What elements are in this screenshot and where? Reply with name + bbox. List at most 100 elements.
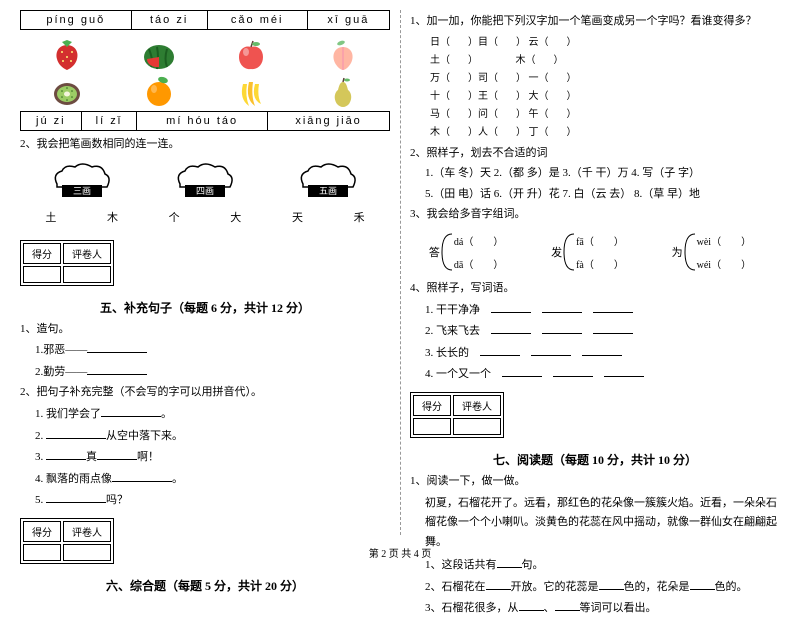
q1-row: 土（ ） 木（ ）	[430, 52, 780, 70]
score-label: 得分	[23, 243, 61, 264]
blank[interactable]	[593, 301, 633, 313]
pinyin-cell: cǎo méi	[207, 11, 307, 30]
label: 色的。	[715, 581, 748, 593]
blank[interactable]	[491, 301, 531, 313]
grader-label: 评卷人	[453, 395, 501, 416]
pinyin-cell: xiāng jiāo	[268, 112, 390, 131]
q5-1a: 1.邪恶——	[35, 341, 390, 360]
score-box: 得分评卷人	[20, 240, 114, 286]
r-q2-2: 5.（田 电）话 6.（开 升）花 7. 白（云 去） 8.（草 早）地	[425, 186, 780, 204]
pinyin-table-bottom: jú zi lí zǐ mí hóu táo xiāng jiāo	[20, 111, 390, 131]
blank[interactable]	[599, 578, 624, 590]
bracket-icon	[683, 232, 697, 272]
r-q4-3: 3. 长长的	[425, 344, 780, 363]
label: 、	[544, 602, 555, 614]
q7-q3: 3、石榴花很多，从 、 等词可以看出。	[425, 599, 780, 618]
blank[interactable]	[87, 341, 147, 353]
label: 3. 长长的	[425, 347, 469, 359]
label: 吗？	[106, 494, 128, 506]
label: 1.邪恶——	[35, 344, 87, 356]
label: 啊！	[137, 451, 159, 463]
polyphone-item: 发 fā（ ）fà（ ）	[551, 232, 624, 272]
svg-text:三画: 三画	[73, 186, 91, 196]
char: 个	[169, 209, 180, 225]
label: 1. 我们学会了	[35, 408, 101, 420]
blank[interactable]	[486, 578, 511, 590]
q5-1: 1、造句。	[20, 321, 390, 339]
polyphone-item: 为 wèi（ ）wéi（ ）	[672, 232, 751, 272]
question-2: 2、我会把笔画数相同的连一连。	[20, 136, 390, 154]
blank[interactable]	[491, 322, 531, 334]
label: 开放。它的花蕊是	[511, 581, 599, 593]
blank[interactable]	[542, 322, 582, 334]
svg-text:五画: 五画	[319, 186, 337, 196]
fruit-grid	[20, 35, 390, 111]
char: 大	[230, 209, 241, 225]
section-5-title: 五、补充句子（每题 6 分，共计 12 分）	[20, 299, 390, 316]
section-6-title: 六、综合题（每题 5 分，共计 20 分）	[20, 577, 390, 594]
polyphone-row: 答 dá（ ）dā（ ） 发 fā（ ）fà（ ） 为 wèi（ ）wéi（ ）	[410, 232, 780, 272]
banana-icon	[231, 74, 271, 109]
blank[interactable]	[555, 599, 580, 611]
blank[interactable]	[519, 599, 544, 611]
blank[interactable]	[101, 405, 161, 417]
r-q7-1: 1、阅读一下，做一做。	[410, 473, 780, 491]
r-q2-1: 1.（车 冬）天 2.（都 多）是 3.（千 干）万 4. 写（子 字）	[425, 165, 780, 183]
blank[interactable]	[531, 344, 571, 356]
q1-row: 日（ ）目（ ） 云（ ）	[430, 34, 780, 52]
label: 等词可以看出。	[580, 602, 657, 614]
label: 2.勤劳——	[35, 366, 87, 378]
r-q4: 4、照样子，写词语。	[410, 280, 780, 298]
blank[interactable]	[542, 301, 582, 313]
q1-row: 十（ ）王（ ） 大（ ）	[430, 88, 780, 106]
label: 3、石榴花很多，从	[425, 602, 519, 614]
blank[interactable]	[112, 470, 172, 482]
blank[interactable]	[690, 578, 715, 590]
page-footer: 第 2 页 共 4 页	[0, 545, 800, 560]
label: 2、石榴花在	[425, 581, 486, 593]
char: 发	[551, 244, 562, 260]
blank[interactable]	[480, 344, 520, 356]
r-q1: 1、加一加，你能把下列汉字加一个笔画变成另一个字吗？看谁变得多？	[410, 13, 780, 31]
strawberry-icon	[47, 37, 87, 72]
blank[interactable]	[46, 448, 86, 460]
pinyin-cell: jú zi	[21, 112, 82, 131]
blank[interactable]	[502, 365, 542, 377]
pinyin-table-top: píng guǒ táo zi cǎo méi xī guā	[20, 10, 390, 30]
q1-row: 马（ ）问（ ） 午（ ）	[430, 106, 780, 124]
grader-label: 评卷人	[63, 521, 111, 542]
blank[interactable]	[582, 344, 622, 356]
score-label: 得分	[23, 521, 61, 542]
q5-2-2: 2. 从空中落下来。	[35, 427, 390, 446]
char: 禾	[354, 209, 365, 225]
label: 色的，花朵是	[624, 581, 690, 593]
blank[interactable]	[87, 363, 147, 375]
reading-passage: 初夏，石榴花开了。远看，那红色的花朵像一簇簇火焰。近看，一朵朵石榴花像一个个小喇…	[425, 494, 780, 553]
cloud-item: 四画	[170, 159, 240, 199]
blank[interactable]	[97, 448, 137, 460]
q5-2-4: 4. 飘落的雨点像。	[35, 470, 390, 489]
q5-1b: 2.勤劳——	[35, 363, 390, 382]
r-q3: 3、我会给多音字组词。	[410, 206, 780, 224]
blank[interactable]	[604, 365, 644, 377]
q5-2-3: 3. 真啊！	[35, 448, 390, 467]
blank[interactable]	[593, 322, 633, 334]
score-box: 得分评卷人	[410, 392, 504, 438]
char: 为	[672, 244, 683, 260]
cloud-item: 三画	[47, 159, 117, 199]
bracket-icon	[440, 232, 454, 272]
left-column: píng guǒ táo zi cǎo méi xī guā jú zi lí …	[20, 10, 390, 621]
apple-icon	[231, 37, 271, 72]
blank[interactable]	[553, 365, 593, 377]
pinyin-cell: táo zi	[131, 11, 207, 30]
grader-label: 评卷人	[63, 243, 111, 264]
char-row: 土 木 个 大 天 禾	[20, 209, 390, 225]
pinyin-cell: píng guǒ	[21, 11, 132, 30]
q5-2-1: 1. 我们学会了。	[35, 405, 390, 424]
blank[interactable]	[46, 491, 106, 503]
blank[interactable]	[46, 427, 106, 439]
pinyin-cell: lí zǐ	[81, 112, 137, 131]
page-divider	[400, 10, 401, 535]
section-7-title: 七、阅读题（每题 10 分，共计 10 分）	[410, 451, 780, 468]
score-label: 得分	[413, 395, 451, 416]
